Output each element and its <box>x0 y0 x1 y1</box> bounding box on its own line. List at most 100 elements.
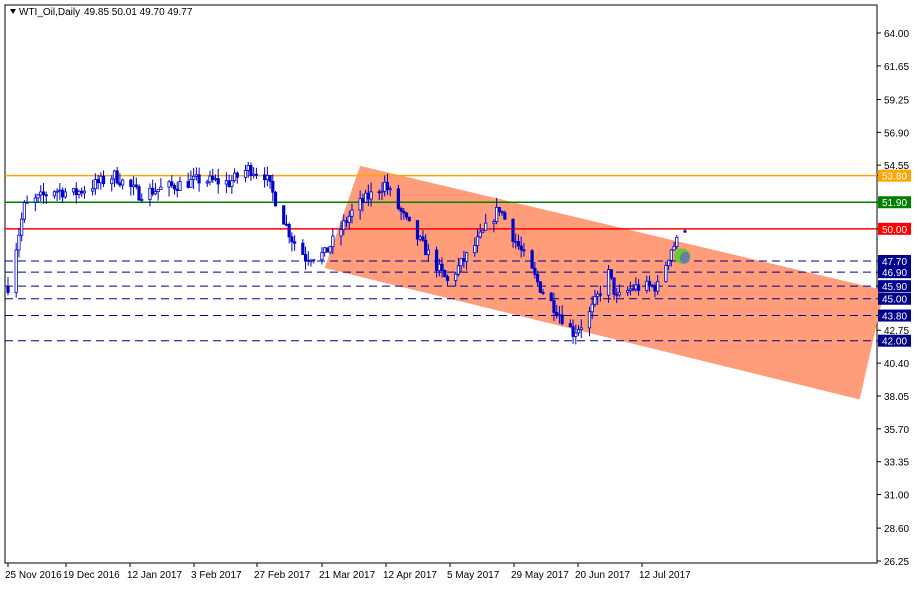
candle-body <box>492 221 496 224</box>
y-tick-label: 56.90 <box>884 128 909 139</box>
candle-body <box>312 259 316 262</box>
candle-body <box>91 188 95 192</box>
candle-body <box>325 247 329 253</box>
candle-body <box>587 311 592 329</box>
y-tick-label: 54.55 <box>884 161 909 172</box>
candle-body <box>593 296 597 305</box>
candle-body <box>615 293 619 296</box>
candle-body <box>175 188 179 191</box>
candle-body <box>110 178 114 185</box>
candle-body <box>522 249 526 252</box>
price-tag <box>878 309 911 322</box>
candle-body <box>568 323 572 328</box>
candle-body <box>350 209 354 217</box>
candle-body <box>232 172 237 182</box>
candle-body <box>80 190 84 194</box>
x-tick-label: 5 May 2017 <box>447 570 500 581</box>
candle-body <box>361 198 365 203</box>
y-tick-label: 40.40 <box>884 359 909 370</box>
candle-body <box>118 182 122 186</box>
candle-body <box>650 284 654 287</box>
candle-body <box>399 208 403 212</box>
candle-body <box>77 190 81 195</box>
candle-body <box>557 314 562 317</box>
candle-body <box>473 245 477 254</box>
candle-body <box>675 237 679 247</box>
candle-body <box>41 191 46 196</box>
candle-body <box>339 229 343 237</box>
candle-body <box>555 312 559 317</box>
x-tick-label: 21 Mar 2017 <box>319 570 376 581</box>
candle-body <box>254 173 259 176</box>
candle-body <box>99 175 103 184</box>
gap-ellipse-slate <box>679 251 690 264</box>
candle-body <box>560 314 564 324</box>
candle-body <box>303 254 308 261</box>
price-tag <box>878 169 911 182</box>
candle-body <box>55 190 59 193</box>
x-tick-label: 29 May 2017 <box>511 570 569 581</box>
candle-body <box>282 205 286 225</box>
time-axis: 25 Nov 2016 19 Dec 2016 12 Jan 2017 3 Feb 2… <box>5 563 691 581</box>
candle-body <box>514 240 518 243</box>
y-tick-label: 31.00 <box>884 491 909 502</box>
candle-body <box>194 174 198 177</box>
candle-body <box>189 179 193 188</box>
candle-body <box>159 186 163 190</box>
candle-body <box>516 240 521 247</box>
candle-body <box>71 188 76 193</box>
price-tag-label: 45.00 <box>882 295 907 306</box>
price-tag <box>878 196 911 209</box>
candle-body <box>273 191 278 207</box>
candle-body <box>549 292 553 302</box>
y-tick-label: 26.25 <box>884 557 909 568</box>
candle-body <box>301 242 305 255</box>
candle-body <box>571 326 575 337</box>
candle-body <box>606 269 611 296</box>
candle-body <box>211 175 215 181</box>
candle-body <box>445 276 450 281</box>
candle-body <box>197 174 201 184</box>
y-tick-label: 64.00 <box>884 29 909 40</box>
candle-body <box>576 329 581 334</box>
candle-body <box>328 246 332 253</box>
y-tick-label: 28.60 <box>884 524 909 535</box>
candle-body <box>440 263 444 271</box>
candle-body <box>60 189 65 198</box>
y-tick-label: 42.75 <box>884 326 909 337</box>
candle-body <box>208 175 212 183</box>
x-tick-label: 27 Feb 2017 <box>254 570 311 581</box>
candle-body <box>533 267 537 275</box>
candle-body <box>268 175 272 182</box>
candle-body <box>186 181 190 188</box>
symbol-label: WTI_Oil,Daily <box>19 7 80 18</box>
candle-body <box>511 218 515 242</box>
x-tick-label: 20 Jun 2017 <box>575 570 630 581</box>
candle-body <box>385 181 390 190</box>
candle-body <box>434 249 439 272</box>
candle-body <box>656 281 660 292</box>
y-tick-label: 33.35 <box>884 458 909 469</box>
candle-body <box>552 300 556 313</box>
candle-body <box>636 284 641 291</box>
candle-body <box>590 303 594 313</box>
candle-body <box>462 258 466 262</box>
candle-body <box>17 234 21 251</box>
candle-body <box>459 258 463 267</box>
candle-body <box>192 175 196 180</box>
candle-body <box>672 245 676 251</box>
candle-body <box>634 284 638 290</box>
candle-body <box>74 188 78 195</box>
candle-body <box>309 260 313 263</box>
candle-body <box>342 220 346 231</box>
candle-body <box>366 192 370 200</box>
candle-body <box>396 188 400 209</box>
candle-body <box>415 220 420 240</box>
candle-body <box>617 291 622 296</box>
candle-body <box>541 291 545 294</box>
x-tick-label: 12 Jan 2017 <box>127 570 182 581</box>
candle-body <box>148 187 152 200</box>
price-tag-label: 46.90 <box>882 268 907 279</box>
candle-body <box>131 184 136 188</box>
